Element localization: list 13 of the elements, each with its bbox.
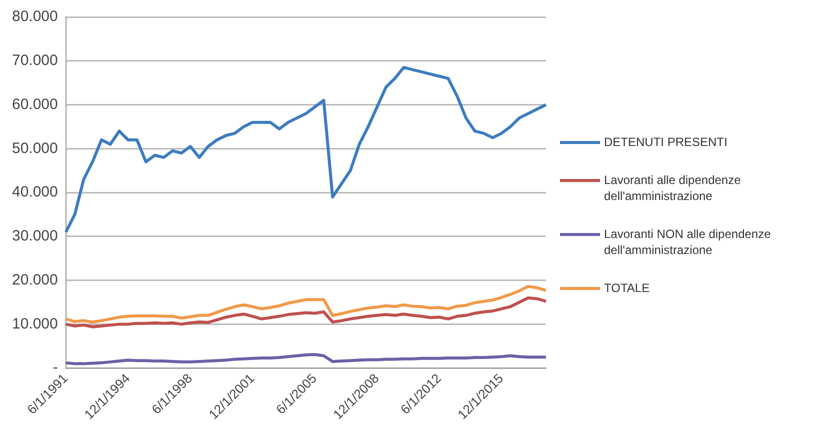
legend-label: Lavoranti alle dipendenze dell'amministrazione — [604, 172, 742, 204]
legend-label: DETENUTI PRESENTI — [604, 134, 728, 150]
y-tick-label: 50.000 — [12, 140, 58, 157]
y-tick-label: 70.000 — [12, 52, 58, 70]
y-tick-label: 40.000 — [12, 184, 58, 201]
y-tick-label: 10.000 — [12, 315, 58, 332]
legend-label: Lavoranti NON alle dipendenze dell'amministrazione — [604, 226, 772, 258]
legend-label: TOTALE — [604, 280, 651, 296]
y-tick-label: 30.000 — [12, 228, 58, 245]
y-tick-label: 20.000 — [12, 271, 58, 288]
y-tick-label: 80.000 — [12, 8, 58, 26]
y-tick-label: - — [52, 359, 58, 376]
y-tick-label: 60.000 — [12, 96, 58, 113]
